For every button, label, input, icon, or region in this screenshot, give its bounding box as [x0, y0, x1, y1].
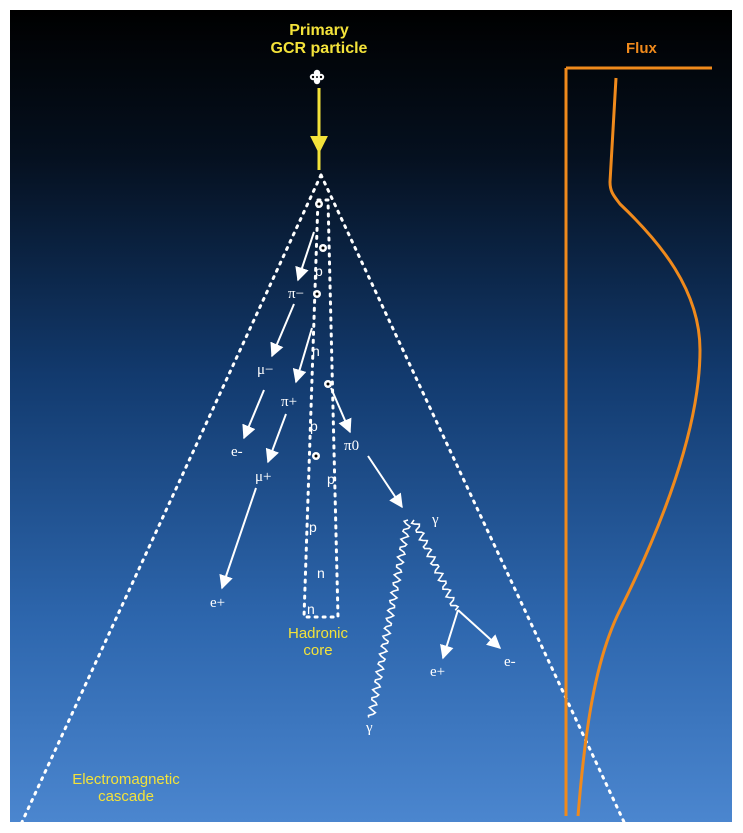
nucleus-icon [312, 452, 320, 460]
gamma-photon-right-wave [410, 519, 460, 611]
mu-minus-label: μ− [257, 362, 274, 378]
arrow-to-pi-minus [295, 231, 315, 282]
core-particle: p [327, 471, 335, 487]
nucleus-icon [324, 380, 332, 388]
primary-nucleus-icon [309, 69, 325, 85]
diagram-frame: Primary GCR particle Flux Hadronic core … [10, 10, 732, 822]
gamma-bottom-label: γ [366, 720, 373, 736]
arrow-to-e-minus-left [242, 389, 265, 440]
e-plus-right-label: e+ [430, 664, 446, 680]
arrow-to-pi-zero [330, 387, 352, 434]
flux-curve [576, 77, 702, 817]
arrow-to-mu-minus [270, 303, 295, 358]
nucleus-icon [319, 244, 327, 252]
e-minus-right-label: e- [504, 654, 516, 670]
hadronic-core-outline [302, 198, 340, 619]
arrow-to-e-plus-right [440, 609, 459, 660]
gamma-top-label: γ [432, 512, 439, 528]
gamma-photon-left-wave [367, 519, 412, 718]
cosmic-ray-shower-diagram [10, 10, 732, 822]
arrow-to-e-minus-right [457, 609, 502, 649]
e-plus-left-label: e+ [210, 595, 226, 611]
hadronic-core-label: Hadronic core [287, 625, 349, 659]
e-minus-left-label: e- [231, 444, 243, 460]
core-particle: p [310, 418, 318, 434]
arrow-to-gamma-vertex [367, 455, 403, 509]
pi-plus-label: π+ [281, 394, 298, 410]
electromagnetic-cascade-label: Electromagnetic cascade [72, 771, 180, 805]
arrow-to-pi-plus [292, 327, 313, 384]
nucleus-icon [315, 200, 323, 208]
core-particle: n [317, 565, 325, 581]
cascade-cone-right-edge [319, 173, 626, 822]
pi-minus-label: π− [288, 286, 305, 302]
background [10, 10, 732, 822]
flux-label: Flux [626, 40, 657, 57]
core-particle: n [307, 601, 315, 617]
cascade-cone-left-edge [20, 173, 323, 822]
arrow-to-e-plus-left [219, 487, 257, 590]
arrow-to-mu-plus [265, 413, 287, 464]
mu-plus-label: μ+ [255, 469, 272, 485]
core-particle: n [312, 343, 320, 359]
core-particle: p [315, 263, 323, 279]
primary-particle-label: Primary GCR particle [270, 22, 368, 57]
core-particle: p [309, 519, 317, 535]
nucleus-icon [313, 290, 321, 298]
pi-zero-label: π0 [344, 438, 360, 454]
